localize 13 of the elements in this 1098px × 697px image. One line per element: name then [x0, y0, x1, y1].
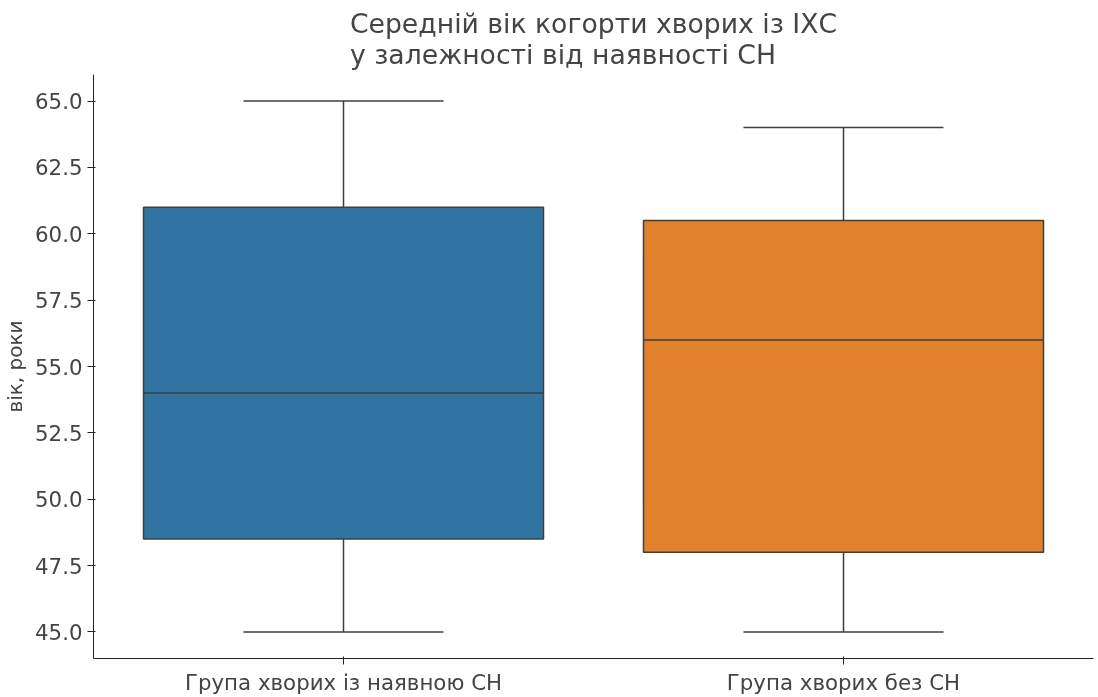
y-tick-label: 65.0: [35, 89, 83, 115]
y-tick-label: 50.0: [35, 487, 83, 513]
y-tick-label: 62.5: [35, 155, 83, 181]
y-axis-title: вік, роки: [3, 320, 28, 413]
chart-title: Середній вік когорти хворих із ІХС у залежності від наявності СН: [349, 7, 838, 70]
y-tick-label: 47.5: [35, 553, 83, 579]
y-tick-label: 60.0: [35, 221, 83, 247]
y-tick-label: 45.0: [35, 619, 83, 645]
x-tick-label: Група хворих без СН: [726, 669, 961, 695]
y-tick-label: 55.0: [35, 354, 83, 380]
x-tick-label: Група хворих із наявною СН: [184, 669, 503, 695]
y-tick-label: 52.5: [35, 420, 83, 446]
y-tick-label: 57.5: [35, 288, 83, 314]
